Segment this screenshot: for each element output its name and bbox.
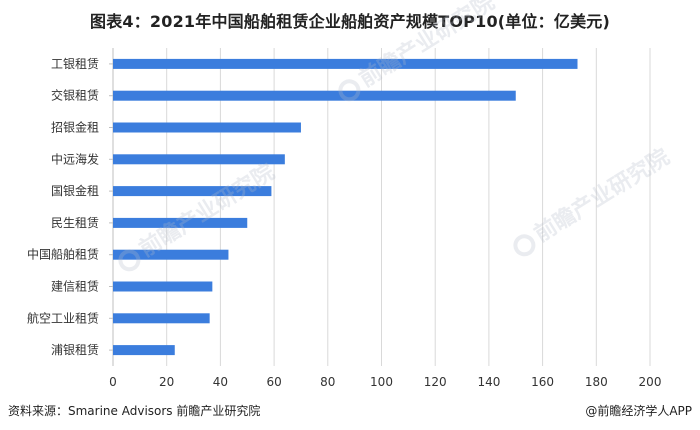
brand-credit: @前瞻经济学人APP xyxy=(585,404,692,418)
category-label: 国银金租 xyxy=(51,183,99,198)
bar xyxy=(113,122,301,133)
category-label: 中国船舶租赁 xyxy=(27,247,99,262)
category-label: 交银租赁 xyxy=(51,88,99,103)
bar xyxy=(113,249,229,260)
x-tick-label: 0 xyxy=(109,375,117,389)
bar xyxy=(113,186,272,197)
category-label: 中远海发 xyxy=(51,151,99,166)
category-label: 民生租赁 xyxy=(51,216,99,230)
category-label: 浦银租赁 xyxy=(51,343,99,357)
bar xyxy=(113,345,175,356)
x-tick-label: 80 xyxy=(320,375,335,389)
source-note: 资料来源：Smarine Advisors 前瞻产业研究院 xyxy=(8,404,261,418)
bar xyxy=(113,217,248,228)
chart-title: 图表4：2021年中国船舶租赁企业船舶资产规模TOP10(单位：亿美元) xyxy=(90,12,610,31)
x-tick-label: 180 xyxy=(585,375,608,389)
category-label: 工银租赁 xyxy=(51,57,99,71)
x-tick-label: 60 xyxy=(266,375,281,389)
x-tick-label: 100 xyxy=(370,375,393,389)
category-label: 航空工业租赁 xyxy=(27,310,99,325)
category-label: 招银金租 xyxy=(51,120,99,135)
bar xyxy=(113,281,213,292)
bar xyxy=(113,313,210,324)
x-tick-label: 40 xyxy=(213,375,228,389)
x-tick-label: 120 xyxy=(424,375,447,389)
bar xyxy=(113,154,285,165)
x-tick-label: 200 xyxy=(639,375,662,389)
bar xyxy=(113,90,516,101)
x-tick-label: 20 xyxy=(159,375,174,389)
bar xyxy=(113,58,578,69)
x-tick-label: 160 xyxy=(531,375,554,389)
x-tick-label: 140 xyxy=(477,375,500,389)
category-label: 建信租赁 xyxy=(51,280,99,294)
